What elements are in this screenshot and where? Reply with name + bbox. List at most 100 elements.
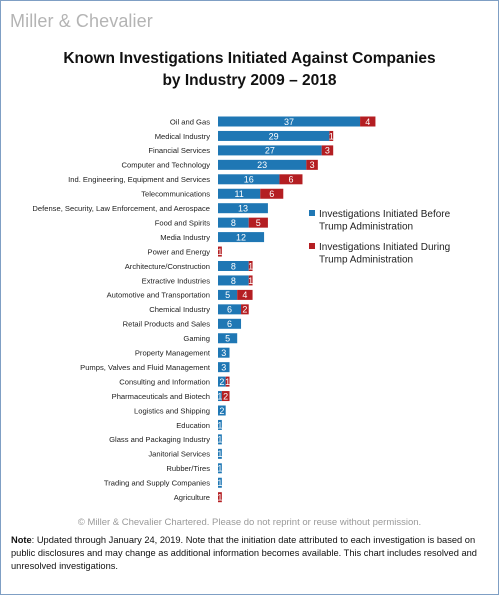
value-label-during-extractive-industries: 1 bbox=[248, 276, 253, 286]
value-label-before-education: 1 bbox=[217, 420, 222, 430]
value-label-before-extractive-industries: 8 bbox=[231, 276, 236, 286]
bar-before-automotive-and-transportation bbox=[218, 289, 238, 300]
category-label-rubber-tires: Rubber/Tires bbox=[166, 464, 210, 473]
category-label-computer-and-technology: Computer and Technology bbox=[121, 161, 210, 170]
value-label-before-medical-industry: 29 bbox=[269, 131, 279, 141]
category-label-chemical-industry: Chemical Industry bbox=[149, 305, 210, 314]
bar-during-pharmaceuticals-and-biotech bbox=[221, 391, 230, 402]
bar-before-trading-and-supply-companies bbox=[218, 477, 222, 488]
value-label-before-food-and-spirits: 8 bbox=[231, 218, 236, 228]
bar-during-consulting-and-information bbox=[225, 376, 230, 387]
bar-during-architecture-construction bbox=[248, 261, 253, 271]
bar-before-architecture-construction bbox=[218, 261, 249, 271]
chart-title: Known Investigations Initiated Against C… bbox=[0, 48, 499, 92]
value-label-before-telecommunications: 11 bbox=[234, 189, 243, 199]
category-label-glass-and-packaging-industry: Glass and Packaging Industry bbox=[109, 435, 210, 444]
legend-swatch-before bbox=[309, 210, 315, 216]
value-label-before-media-industry: 12 bbox=[236, 232, 246, 242]
category-label-defense-security-law-enforcement-and-aerospace: Defense, Security, Law Enforcement, and … bbox=[32, 204, 210, 213]
bar-before-pumps-valves-and-fluid-management bbox=[218, 362, 230, 373]
value-label-during-agriculture: 1 bbox=[217, 493, 222, 503]
legend-swatch-during bbox=[309, 243, 315, 249]
value-label-before-janitorial-services: 1 bbox=[217, 449, 222, 459]
category-label-janitorial-services: Janitorial Services bbox=[148, 450, 210, 459]
category-label-telecommunications: Telecommunications bbox=[141, 190, 210, 199]
bar-during-medical-industry bbox=[329, 130, 334, 141]
footnote-label: Note bbox=[11, 535, 32, 545]
value-label-before-retail-products-and-sales: 6 bbox=[227, 319, 232, 329]
bar-during-food-and-spirits bbox=[248, 217, 268, 228]
value-label-during-telecommunications: 6 bbox=[269, 189, 274, 199]
bar-during-automotive-and-transportation bbox=[237, 289, 253, 300]
value-label-during-consulting-and-information: 1 bbox=[225, 377, 230, 387]
category-label-pumps-valves-and-fluid-management: Pumps, Valves and Fluid Management bbox=[80, 363, 211, 372]
category-label-logistics-and-shipping: Logistics and Shipping bbox=[134, 406, 210, 415]
value-label-during-architecture-construction: 1 bbox=[248, 261, 253, 271]
bar-during-oil-and-gas bbox=[360, 116, 376, 127]
value-label-before-glass-and-packaging-industry: 1 bbox=[217, 435, 222, 445]
category-label-automotive-and-transportation: Automotive and Transportation bbox=[107, 291, 210, 300]
value-label-before-pumps-valves-and-fluid-management: 3 bbox=[221, 362, 226, 372]
bar-before-telecommunications bbox=[218, 188, 261, 199]
bar-during-power-and-energy bbox=[218, 246, 222, 257]
category-label-oil-and-gas: Oil and Gas bbox=[170, 117, 210, 126]
bar-before-financial-services bbox=[218, 145, 322, 156]
legend-label-before: Investigations Initiated Before Trump Adm… bbox=[319, 209, 451, 233]
bar-during-chemical-industry bbox=[241, 304, 249, 315]
category-label-property-management: Property Management bbox=[135, 349, 211, 358]
bar-before-janitorial-services bbox=[218, 448, 222, 459]
legend-label-during: Investigations Initiated During Trump Adm… bbox=[319, 242, 450, 266]
category-label-agriculture: Agriculture bbox=[174, 493, 210, 502]
value-label-during-medical-industry: 1 bbox=[329, 131, 334, 141]
value-label-before-architecture-construction: 8 bbox=[231, 261, 236, 271]
bar-before-extractive-industries bbox=[218, 275, 249, 286]
bar-before-glass-and-packaging-industry bbox=[218, 434, 222, 445]
bar-before-pharmaceuticals-and-biotech bbox=[218, 391, 222, 402]
value-label-before-rubber-tires: 1 bbox=[217, 464, 222, 474]
category-label-retail-products-and-sales: Retail Products and Sales bbox=[123, 320, 211, 329]
bar-before-property-management bbox=[218, 347, 230, 358]
category-label-consulting-and-information: Consulting and Information bbox=[119, 377, 210, 386]
bar-before-oil-and-gas bbox=[218, 116, 361, 127]
value-label-during-pharmaceuticals-and-biotech: 2 bbox=[223, 391, 228, 401]
brand-logo: Miller & Chevalier bbox=[10, 11, 153, 31]
bar-during-ind-engineering-equipment-and-services bbox=[279, 174, 303, 185]
category-label-food-and-spirits: Food and Spirits bbox=[155, 218, 210, 227]
value-label-before-logistics-and-shipping: 2 bbox=[219, 406, 224, 416]
value-label-before-ind-engineering-equipment-and-services: 16 bbox=[244, 175, 254, 185]
chart-title-line-1: Known Investigations Initiated Against C… bbox=[63, 50, 436, 67]
value-label-before-oil-and-gas: 37 bbox=[284, 117, 294, 127]
bar-during-financial-services bbox=[321, 145, 334, 156]
value-label-before-automotive-and-transportation: 5 bbox=[225, 290, 230, 300]
bar-before-ind-engineering-equipment-and-services bbox=[218, 174, 280, 185]
bar-during-extractive-industries bbox=[248, 275, 253, 286]
value-label-during-automotive-and-transportation: 4 bbox=[242, 290, 247, 300]
footnote: Note: Updated through January 24, 2019. … bbox=[11, 534, 489, 573]
bar-before-rubber-tires bbox=[218, 463, 222, 474]
bar-during-agriculture bbox=[218, 492, 222, 503]
value-label-during-power-and-energy: 1 bbox=[217, 247, 222, 257]
copyright-notice: © Miller & Chevalier Chartered. Please d… bbox=[77, 517, 422, 528]
bar-before-consulting-and-information bbox=[218, 376, 226, 387]
bar-during-computer-and-technology bbox=[306, 159, 318, 170]
category-label-gaming: Gaming bbox=[183, 334, 210, 343]
category-label-ind-engineering-equipment-and-services: Ind. Engineering, Equipment and Services bbox=[68, 175, 210, 184]
bar-before-media-industry bbox=[218, 232, 265, 243]
value-label-during-ind-engineering-equipment-and-services: 6 bbox=[288, 175, 293, 185]
value-label-during-computer-and-technology: 3 bbox=[310, 160, 315, 170]
category-label-architecture-construction: Architecture/Construction bbox=[125, 262, 210, 271]
value-label-before-pharmaceuticals-and-biotech: 1 bbox=[217, 391, 222, 401]
category-label-media-industry: Media Industry bbox=[160, 233, 210, 242]
bar-before-logistics-and-shipping bbox=[218, 405, 226, 416]
category-label-extractive-industries: Extractive Industries bbox=[142, 276, 211, 285]
bars-group: Oil and Gas 37 4 Medical Industry 29 1 Financi… bbox=[32, 116, 376, 503]
value-label-during-oil-and-gas: 4 bbox=[365, 117, 370, 127]
category-label-trading-and-supply-companies: Trading and Supply Companies bbox=[104, 479, 210, 488]
value-label-before-property-management: 3 bbox=[221, 348, 226, 358]
bar-before-education bbox=[218, 419, 222, 430]
bar-before-chemical-industry bbox=[218, 304, 242, 315]
value-label-before-trading-and-supply-companies: 1 bbox=[217, 478, 222, 488]
value-label-before-financial-services: 27 bbox=[265, 146, 275, 156]
category-label-power-and-energy: Power and Energy bbox=[148, 247, 211, 256]
